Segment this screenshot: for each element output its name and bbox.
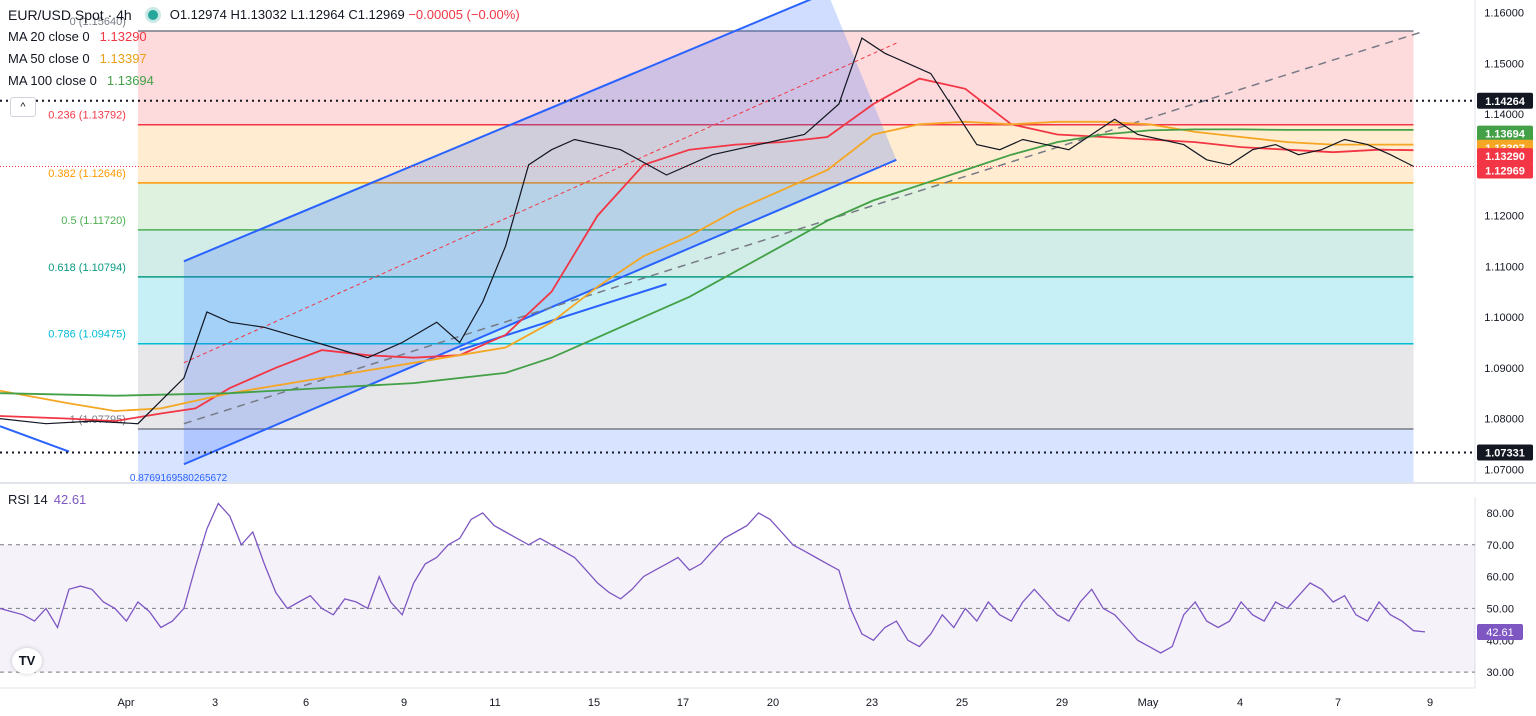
legend: EUR/USD Spot · 4h O1.12974 H1.13032 L1.1…: [8, 4, 520, 92]
price-tag-label: 1.12969: [1485, 165, 1525, 177]
fib-level-label: 0.5 (1.11720): [61, 215, 126, 227]
time-tick-label: 11: [489, 697, 500, 709]
rsi-value-tag-label: 42.61: [1486, 627, 1514, 639]
ma20-value: 1.13290: [99, 29, 147, 44]
time-tick-label: 3: [212, 697, 218, 709]
legend-ma20[interactable]: MA 20 close 0 1.13290: [8, 26, 520, 48]
channel-fill: [183, 0, 897, 465]
time-tick-label: May: [1138, 697, 1159, 709]
rsi-tick-label: 60.00: [1486, 572, 1514, 584]
price-tag: [1477, 162, 1533, 179]
price-tag: [1477, 125, 1533, 142]
price-tag-label: 1.13694: [1485, 129, 1526, 141]
time-tick-label: Apr: [117, 697, 134, 709]
change-value: −0.00005 (−0.00%): [408, 7, 520, 22]
legend-ma50[interactable]: MA 50 close 0 1.13397: [8, 48, 520, 70]
series-line-ma-20-close-0: [0, 77, 1414, 423]
fib-level-label: 0.236 (1.13792): [48, 110, 126, 122]
time-tick-label: 25: [956, 697, 968, 709]
price-tag: [1477, 444, 1533, 461]
time-tick-label: 29: [1056, 697, 1068, 709]
price-tick-label: 1.08000: [1484, 414, 1524, 426]
ma20-label: MA 20 close 0: [8, 29, 90, 44]
fib-zone: [137, 229, 1414, 277]
channel-upper-line: [183, 0, 812, 263]
series-line-ma-100-close-0: [0, 128, 1414, 397]
fib-level-label: 0.618 (1.10794): [48, 262, 126, 274]
low-value: L1.12964: [290, 7, 345, 22]
price-tick-label: 1.15000: [1484, 58, 1524, 70]
rsi-tick-label: 70.00: [1486, 540, 1514, 552]
high-value: H1.13032: [230, 7, 287, 22]
time-tick-label: 23: [866, 697, 878, 709]
price-axis: [1475, 0, 1536, 716]
fib-level-label: 0.382 (1.12646): [48, 168, 126, 180]
price-tick-label: 1.12000: [1484, 211, 1524, 223]
fib-zone: [137, 124, 1414, 183]
open-value: O1.12974: [169, 7, 227, 22]
downtrend-line: [0, 425, 70, 453]
legend-ma100[interactable]: MA 100 close 0 1.13694: [8, 70, 520, 92]
price-tag: [1477, 148, 1533, 165]
rsi-legend[interactable]: RSI 14 42.61: [8, 492, 86, 507]
rsi-value: 42.61: [53, 492, 87, 507]
price-tick-label: 1.14000: [1484, 109, 1524, 121]
time-tick-label: 4: [1237, 697, 1243, 709]
tradingview-logo-icon[interactable]: TV: [12, 648, 42, 674]
collapse-legend-button[interactable]: ^: [10, 97, 36, 117]
rsi-line: [0, 502, 1426, 654]
ohlc-values: O1.12974 H1.13032 L1.12964 C1.12969 −0.0…: [170, 4, 520, 26]
rsi-tick-label: 80.00: [1486, 508, 1514, 520]
channel-lower-line: [183, 158, 897, 466]
rsi-tick-label: 50.00: [1486, 603, 1514, 615]
legend-header-row: EUR/USD Spot · 4h O1.12974 H1.13032 L1.1…: [8, 4, 520, 26]
price-tick-label: 1.09000: [1484, 363, 1524, 375]
ma100-label: MA 100 close 0: [8, 73, 97, 88]
price-tag-label: 1.07331: [1485, 448, 1525, 460]
fib-zone: [137, 428, 1414, 482]
price-tick-label: 1.07000: [1484, 464, 1524, 476]
close-value: C1.12969: [348, 7, 405, 22]
ma100-value: 1.13694: [106, 73, 154, 88]
fib-extension-label: 0.8769169580265672: [130, 473, 228, 484]
price-tag-label: 1.14264: [1485, 96, 1526, 108]
price-tick-label: 1.11000: [1485, 261, 1524, 273]
price-tag-label: 1.13290: [1485, 151, 1525, 163]
market-status-icon: [147, 10, 158, 20]
ma50-label: MA 50 close 0: [8, 51, 90, 66]
time-tick-label: 15: [588, 697, 600, 709]
dashed-trendline: [183, 30, 1426, 425]
time-tick-label: 20: [767, 697, 779, 709]
fib-level-label: 0.786 (1.09475): [48, 329, 126, 341]
symbol-title[interactable]: EUR/USD Spot · 4h: [8, 7, 132, 23]
pane-separator: [0, 482, 1536, 497]
time-tick-label: 6: [303, 697, 309, 709]
time-tick-label: 9: [401, 697, 407, 709]
price-tag: [1477, 92, 1533, 109]
rsi-value-tag: [1477, 623, 1523, 640]
fib-level-label: 0 (1.15640): [70, 16, 126, 28]
time-tick-label: 17: [677, 697, 689, 709]
rsi-tick-label: 30.00: [1486, 667, 1514, 679]
ma50-value: 1.13397: [99, 51, 147, 66]
series-line-ma-50-close-0: [0, 120, 1414, 412]
series-line-eur-usd: [0, 37, 1414, 425]
price-tick-label: 1.10000: [1484, 312, 1524, 324]
price-tick-label: 1.16000: [1484, 8, 1524, 20]
fib-zone: [137, 30, 1414, 125]
rsi-label: RSI 14: [8, 492, 48, 507]
time-tick-label: 7: [1335, 697, 1341, 709]
time-tick-label: 9: [1427, 697, 1433, 709]
